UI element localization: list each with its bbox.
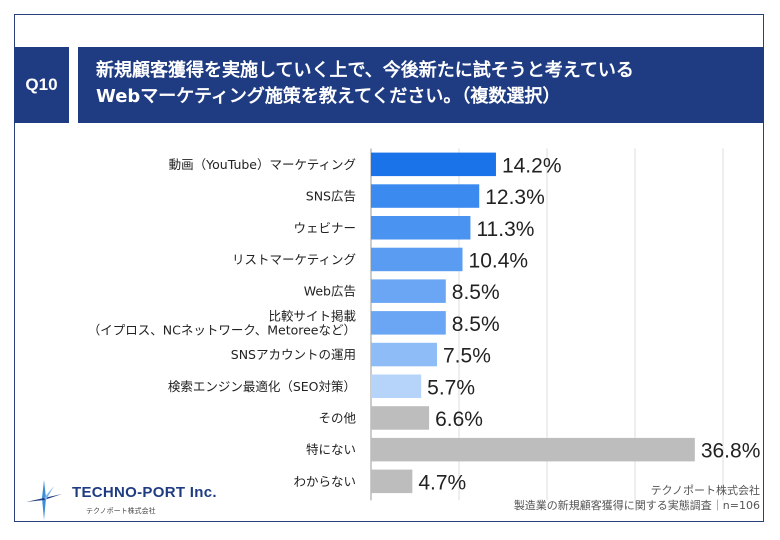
bar xyxy=(371,279,446,303)
category-label: SNSアカウントの運用 xyxy=(231,347,356,362)
chart-bars xyxy=(371,152,695,494)
bar xyxy=(371,374,422,398)
bar-value-label: 10.4% xyxy=(469,249,529,272)
source-note: テクノポート株式会社 製造業の新規顧客獲得に関する実態調査｜n=106 xyxy=(514,483,760,513)
category-label: SNS広告 xyxy=(306,189,356,204)
bar-value-label: 36.8% xyxy=(701,440,761,463)
category-label: リストマーケティング xyxy=(232,252,356,267)
category-label: 検索エンジン最適化（SEO対策） xyxy=(168,379,356,394)
logo-subtitle: テクノポート株式会社 xyxy=(86,507,156,515)
category-label: 比較サイト掲載 xyxy=(268,308,356,323)
category-label: 特にない xyxy=(306,442,356,457)
outer-frame xyxy=(14,14,764,522)
question-number: Q10 xyxy=(14,47,69,123)
bar xyxy=(371,437,695,462)
bar xyxy=(371,406,430,430)
source-company: テクノポート株式会社 xyxy=(650,484,760,497)
bar xyxy=(371,152,496,177)
bar-value-label: 8.5% xyxy=(452,313,500,336)
bar-value-label: 11.3% xyxy=(476,218,534,241)
category-label: ウェビナー xyxy=(293,220,356,235)
bar xyxy=(371,311,446,335)
category-label: Web広告 xyxy=(304,284,356,299)
bar-value-label: 14.2% xyxy=(502,154,562,177)
bar xyxy=(371,216,471,240)
bar-value-label: 12.3% xyxy=(485,186,545,209)
bar-value-label: 7.5% xyxy=(443,345,491,368)
bar-value-label: 6.6% xyxy=(435,408,483,431)
company-logo: TECHNO-PORT Inc. テクノポート株式会社 xyxy=(22,478,222,522)
bar xyxy=(371,342,437,367)
category-label: 動画（YouTube）マーケティング xyxy=(169,157,356,172)
bar-value-label: 8.5% xyxy=(452,281,500,304)
bar xyxy=(371,184,480,208)
category-label: （イプロス、NCネットワーク、Metoreeなど） xyxy=(88,322,356,337)
chart-value-labels: 14.2% 12.3% 11.3% 10.4% 8.5% 8.5% 7.5% 5.7% 6.6%… xyxy=(418,154,760,494)
bar xyxy=(371,247,463,272)
bar xyxy=(371,469,413,494)
category-label: わからない xyxy=(293,474,356,489)
logo-text: TECHNO-PORT Inc. xyxy=(72,484,217,501)
question-title-line-1: 新規顧客獲得を実施していく上で、今後新たに試そうと考えている xyxy=(96,60,634,81)
logo-mark-icon xyxy=(26,480,62,520)
category-label: その他 xyxy=(318,410,356,425)
source-survey: 製造業の新規顧客獲得に関する実態調査｜n=106 xyxy=(513,499,760,512)
bar-value-label: 4.7% xyxy=(418,471,466,494)
bar-value-label: 5.7% xyxy=(427,376,475,399)
question-title: 新規顧客獲得を実施していく上で、今後新たに試そうと考えている Webマーケティン… xyxy=(78,47,764,123)
question-title-line-2: Webマーケティング施策を教えてください。（複数選択） xyxy=(96,86,561,107)
